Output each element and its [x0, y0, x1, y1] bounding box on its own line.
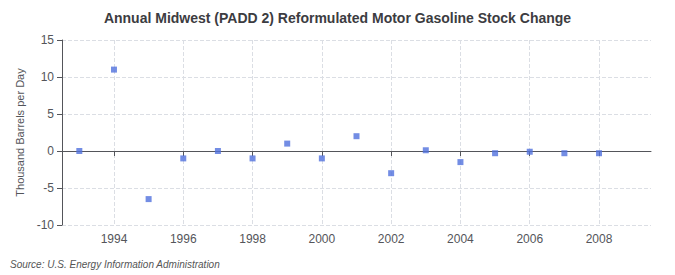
svg-text:2006: 2006: [516, 232, 543, 246]
svg-text:1998: 1998: [239, 232, 266, 246]
svg-text:-5: -5: [43, 181, 54, 195]
svg-text:0: 0: [47, 144, 54, 158]
svg-text:2008: 2008: [586, 232, 613, 246]
svg-text:1994: 1994: [101, 232, 128, 246]
svg-text:15: 15: [41, 33, 55, 47]
svg-text:-10: -10: [37, 218, 55, 232]
svg-text:Annual Midwest (PADD 2) Reform: Annual Midwest (PADD 2) Reformulated Mot…: [104, 10, 571, 26]
svg-text:2002: 2002: [378, 232, 405, 246]
svg-text:5: 5: [47, 107, 54, 121]
svg-text:2004: 2004: [447, 232, 474, 246]
svg-text:Source: U.S. Energy Informatio: Source: U.S. Energy Information Administ…: [10, 259, 220, 270]
svg-text:10: 10: [41, 70, 55, 84]
svg-text:2000: 2000: [309, 232, 336, 246]
svg-text:1996: 1996: [170, 232, 197, 246]
svg-text:Thousand Barrels per Day: Thousand Barrels per Day: [14, 68, 26, 197]
